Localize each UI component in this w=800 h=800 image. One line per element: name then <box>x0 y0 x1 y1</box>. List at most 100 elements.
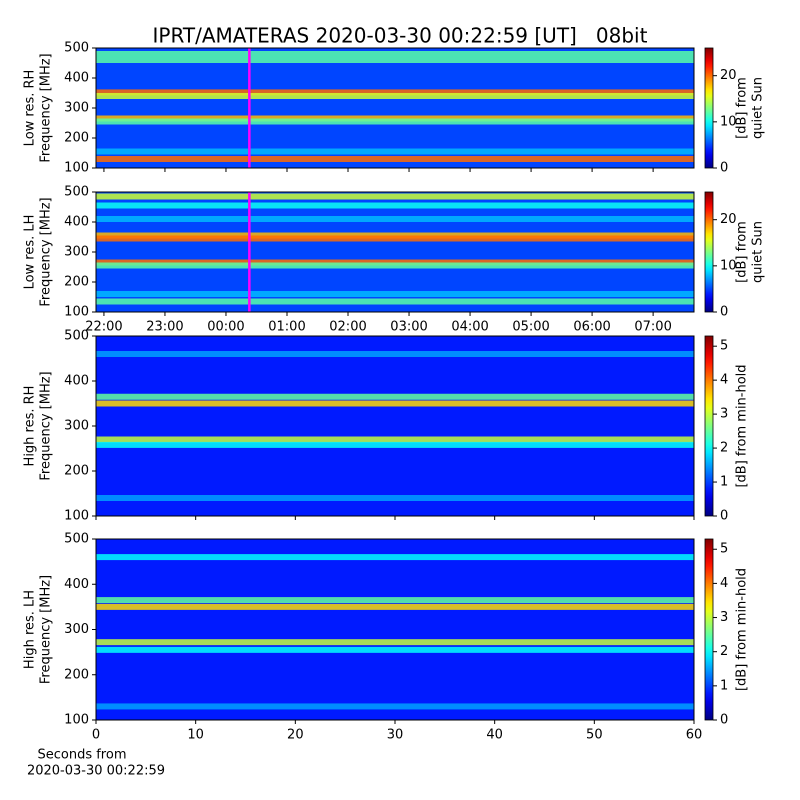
band <box>96 495 694 501</box>
y-tick-label: 400 <box>64 215 89 230</box>
x-tick-label: 22:00 <box>85 320 122 335</box>
colorbar-tick-label: 20 <box>720 68 737 83</box>
band <box>96 597 694 604</box>
band <box>96 118 694 125</box>
band <box>96 156 694 162</box>
band <box>96 298 694 305</box>
y-axis-label: Frequency [MHz] <box>39 575 54 684</box>
x-tick-label: 07:00 <box>634 320 671 335</box>
y-tick-label: 500 <box>64 532 89 547</box>
band <box>96 554 694 561</box>
x-tick-label: 20 <box>287 728 304 743</box>
band <box>96 216 694 222</box>
colorbar <box>704 335 714 517</box>
colorbar-tick-label: 0 <box>720 713 728 728</box>
chart-title: IPRT/AMATERAS 2020-03-30 00:22:59 [UT] 0… <box>153 24 648 48</box>
colorbar-tick-label: 5 <box>720 339 728 354</box>
colorbar-label: [dB] from <box>735 77 750 139</box>
y-axis-label: High res. RH <box>23 386 38 467</box>
y-tick-label: 200 <box>64 464 89 479</box>
colorbar-tick-label: 4 <box>720 576 728 591</box>
y-tick-label: 300 <box>64 622 89 637</box>
colorbar-tick-label: 3 <box>720 610 728 625</box>
heatmap-background <box>96 336 694 516</box>
x-tick-label: 05:00 <box>512 320 549 335</box>
y-tick-label: 200 <box>64 275 89 290</box>
colorbar <box>704 191 714 313</box>
colorbar-tick-label: 0 <box>720 161 728 176</box>
x-tick-label: 10 <box>187 728 204 743</box>
y-tick-label: 400 <box>64 577 89 592</box>
colorbar-tick-label: 1 <box>720 678 728 693</box>
x-axis-label: 2020-03-30 00:22:59 <box>27 764 165 779</box>
band <box>96 51 694 57</box>
colorbar-label: quiet Sun <box>751 77 766 139</box>
band <box>96 93 694 99</box>
colorbar-tick-label: 2 <box>720 644 728 659</box>
band <box>96 603 694 610</box>
y-tick-label: 100 <box>64 713 89 728</box>
y-tick-label: 200 <box>64 667 89 682</box>
y-tick-label: 400 <box>64 374 89 389</box>
x-tick-label: 03:00 <box>390 320 427 335</box>
x-axis-label: Seconds from <box>37 748 126 763</box>
x-tick-label: 50 <box>586 728 603 743</box>
heatmap-background <box>96 539 694 720</box>
colorbar-tick-label: 5 <box>720 542 728 557</box>
colorbar-label: [dB] from min-hold <box>735 568 750 691</box>
x-tick-label: 04:00 <box>451 320 488 335</box>
colorbar-tick-label: 10 <box>720 258 737 273</box>
x-tick-label: 0 <box>92 728 100 743</box>
colorbar-label: quiet Sun <box>751 221 766 283</box>
band <box>96 393 694 400</box>
band <box>96 235 694 242</box>
y-axis-label: Low res. RH <box>23 70 38 147</box>
band <box>96 202 694 209</box>
colorbar-tick-label: 4 <box>720 373 728 388</box>
y-tick-label: 400 <box>64 71 89 86</box>
y-tick-label: 500 <box>64 185 89 200</box>
band <box>96 400 694 407</box>
y-tick-label: 100 <box>64 305 89 320</box>
colorbar <box>704 47 714 169</box>
band <box>96 703 694 710</box>
x-tick-label: 01:00 <box>268 320 305 335</box>
y-tick-label: 100 <box>64 161 89 176</box>
band <box>96 291 694 297</box>
colorbar-label: [dB] from <box>735 221 750 283</box>
y-axis-label: High res. LH <box>23 590 38 669</box>
band <box>96 262 694 269</box>
colorbar-tick-label: 2 <box>720 441 728 456</box>
band <box>96 148 694 155</box>
band <box>96 436 694 443</box>
y-tick-label: 200 <box>64 131 89 146</box>
x-tick-label: 30 <box>387 728 404 743</box>
y-tick-label: 500 <box>64 329 89 344</box>
y-axis-label: Frequency [MHz] <box>39 53 54 162</box>
colorbar-tick-label: 0 <box>720 509 728 524</box>
x-tick-label: 60 <box>686 728 703 743</box>
x-tick-label: 40 <box>486 728 503 743</box>
y-tick-label: 300 <box>64 245 89 260</box>
band <box>96 441 694 448</box>
x-tick-label: 00:00 <box>207 320 244 335</box>
band <box>96 57 694 63</box>
colorbar-tick-label: 20 <box>720 212 737 227</box>
x-tick-label: 23:00 <box>146 320 183 335</box>
colorbar-label: [dB] from min-hold <box>735 364 750 487</box>
y-tick-label: 300 <box>64 101 89 116</box>
colorbar-tick-label: 0 <box>720 305 728 320</box>
band <box>96 646 694 653</box>
x-tick-label: 06:00 <box>573 320 610 335</box>
y-axis-label: Frequency [MHz] <box>39 197 54 306</box>
y-axis-label: Low res. LH <box>23 215 38 290</box>
colorbar <box>704 538 714 721</box>
y-tick-label: 100 <box>64 509 89 524</box>
y-axis-label: Frequency [MHz] <box>39 371 54 480</box>
colorbar-tick-label: 3 <box>720 407 728 422</box>
colorbar-tick-label: 1 <box>720 475 728 490</box>
band <box>96 89 694 96</box>
heatmap-background <box>96 48 694 168</box>
y-tick-label: 300 <box>64 419 89 434</box>
